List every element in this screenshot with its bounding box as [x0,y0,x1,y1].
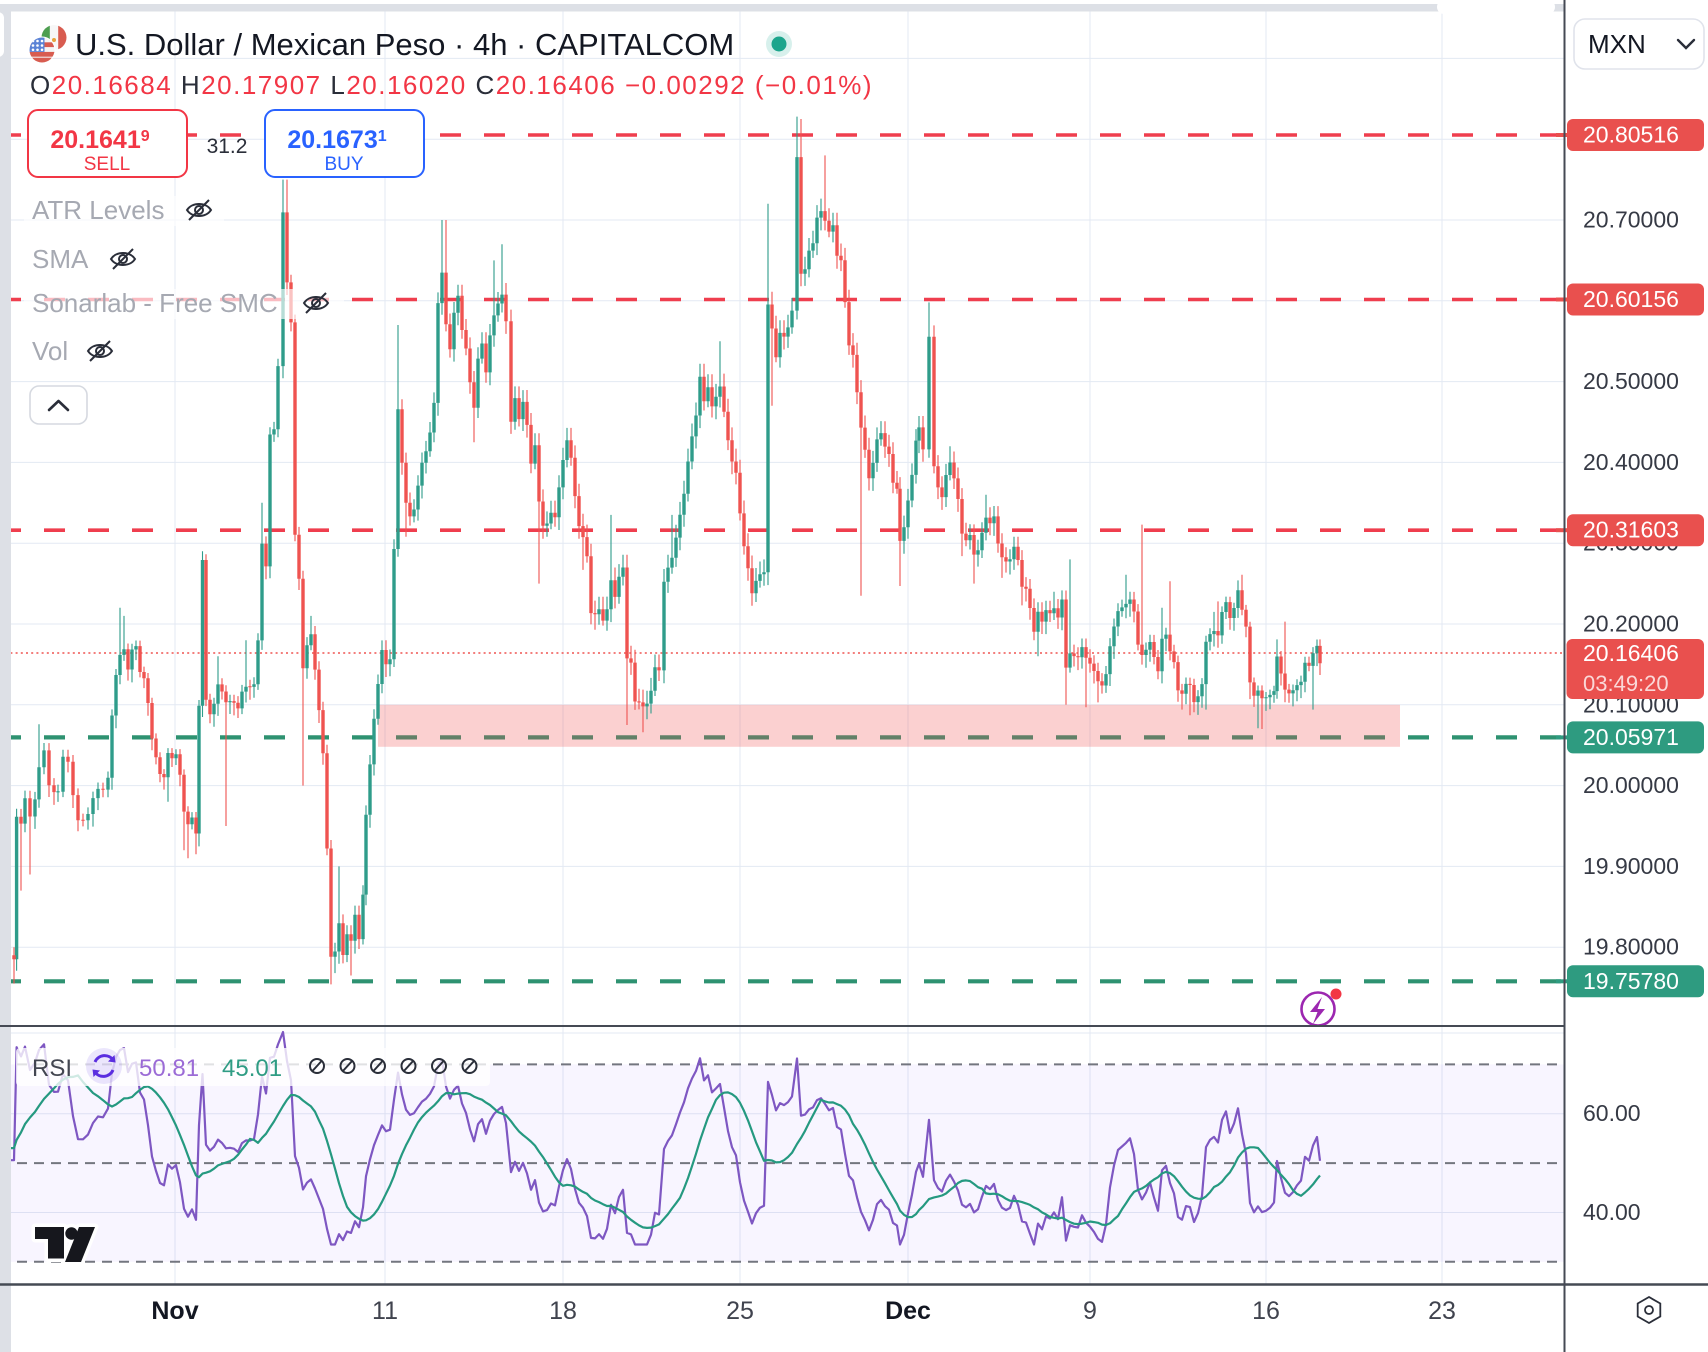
svg-text:Vol: Vol [32,336,68,366]
svg-text:U.S. Dollar / Mexican Peso · 4: U.S. Dollar / Mexican Peso · 4h · CAPITA… [75,27,734,62]
svg-text:20.31603: 20.31603 [1583,517,1679,543]
svg-text:19.90000: 19.90000 [1583,853,1679,879]
svg-text:20.16406: 20.16406 [1583,640,1679,666]
svg-text:19.80000: 19.80000 [1583,934,1679,960]
svg-text:20.05971: 20.05971 [1583,724,1679,750]
svg-text:20.16731: 20.16731 [287,126,386,154]
svg-text:19.75780: 19.75780 [1583,968,1679,994]
svg-text:MXN: MXN [1588,29,1646,59]
svg-text:SELL: SELL [84,154,130,175]
svg-text:Dec: Dec [885,1297,931,1325]
svg-text:20.70000: 20.70000 [1583,207,1679,233]
svg-text:Sonarlab - Free SMC: Sonarlab - Free SMC [32,288,278,318]
svg-text:20.50000: 20.50000 [1583,368,1679,394]
svg-text:SMA: SMA [32,244,89,274]
svg-text:03:49:20: 03:49:20 [1583,671,1669,696]
svg-text:40.00: 40.00 [1583,1199,1641,1225]
svg-text:9: 9 [1083,1297,1097,1325]
svg-text:Nov: Nov [151,1297,198,1325]
svg-text:BUY: BUY [324,154,363,175]
svg-text:11: 11 [372,1297,398,1325]
svg-text:31.2: 31.2 [207,135,248,158]
svg-text:23: 23 [1428,1297,1456,1325]
svg-text:20.40000: 20.40000 [1583,449,1679,475]
svg-text:20.80516: 20.80516 [1583,122,1679,148]
svg-text:20.00000: 20.00000 [1583,772,1679,798]
svg-text:45.01: 45.01 [222,1055,282,1082]
svg-text:O20.16684 H20.17907 L20.16020: O20.16684 H20.17907 L20.16020 C20.16406 … [30,70,873,100]
svg-text:ATR Levels: ATR Levels [32,195,164,225]
svg-text:20.20000: 20.20000 [1583,611,1679,637]
svg-text:50.81: 50.81 [139,1055,199,1082]
svg-text:20.60156: 20.60156 [1583,286,1679,312]
svg-text:20.16419: 20.16419 [50,126,149,154]
svg-text:18: 18 [549,1297,577,1325]
svg-text:25: 25 [726,1297,754,1325]
svg-text:RSI: RSI [32,1055,72,1082]
svg-text:16: 16 [1252,1297,1280,1325]
svg-text:60.00: 60.00 [1583,1100,1641,1126]
